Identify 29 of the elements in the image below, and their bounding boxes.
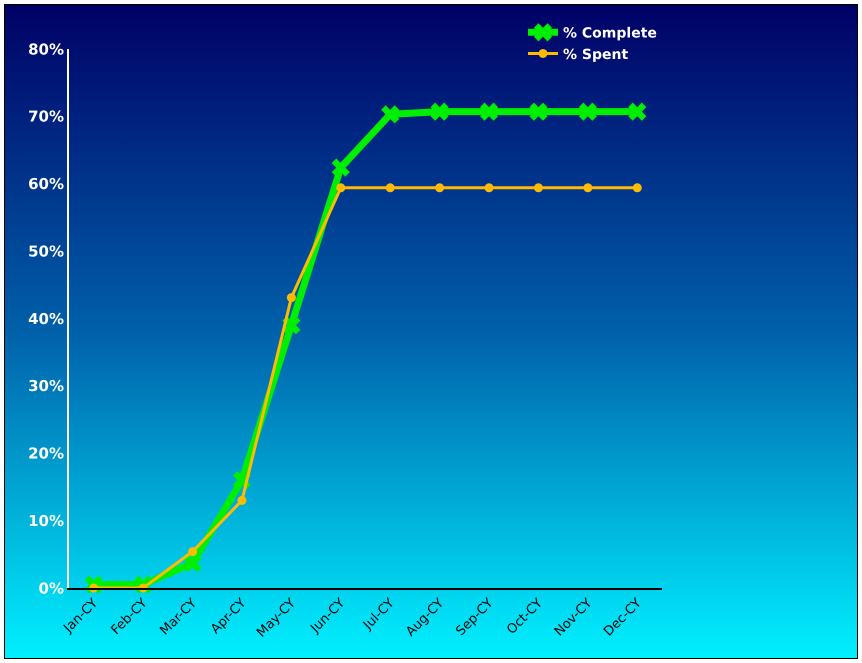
point bbox=[183, 554, 202, 572]
point bbox=[583, 183, 592, 192]
point bbox=[632, 183, 642, 192]
y-tick-label: 40% bbox=[28, 310, 64, 328]
point bbox=[529, 102, 548, 121]
y-tick-label: 70% bbox=[28, 108, 64, 126]
point bbox=[386, 183, 395, 192]
point bbox=[628, 102, 646, 121]
y-tick-label: 10% bbox=[28, 512, 64, 530]
point bbox=[336, 183, 346, 192]
y-tick-label: 0% bbox=[38, 579, 64, 598]
legend-label: % Spent bbox=[563, 46, 628, 63]
y-tick-label: 30% bbox=[28, 377, 64, 396]
point bbox=[430, 102, 449, 121]
point bbox=[381, 105, 400, 124]
point bbox=[435, 183, 444, 192]
legend-label: % Complete bbox=[563, 26, 657, 42]
point bbox=[578, 102, 597, 121]
point bbox=[237, 496, 246, 505]
point bbox=[188, 547, 198, 556]
point bbox=[484, 183, 494, 192]
y-tick-label: 60% bbox=[28, 175, 64, 193]
y-tick-label: 50% bbox=[28, 242, 64, 260]
point bbox=[332, 158, 350, 177]
point bbox=[534, 183, 543, 192]
point bbox=[480, 102, 498, 121]
y-tick-label: 20% bbox=[28, 444, 64, 462]
y-tick-label: 80% bbox=[28, 40, 64, 58]
point bbox=[286, 293, 296, 302]
